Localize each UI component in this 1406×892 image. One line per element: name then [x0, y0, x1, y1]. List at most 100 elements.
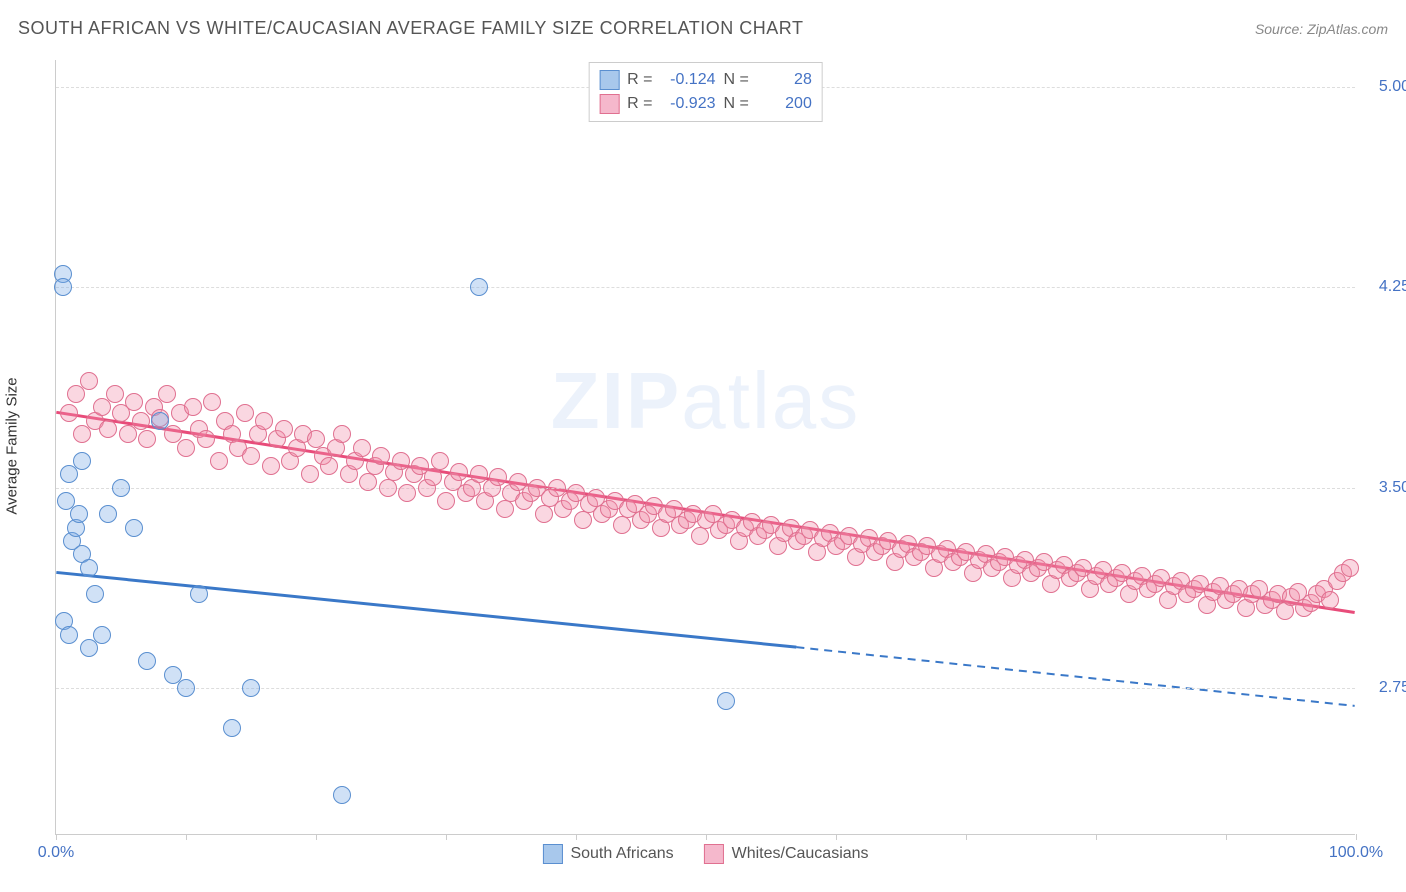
y-tick-label: 3.50 [1360, 479, 1406, 497]
legend-swatch-wc-icon [704, 844, 724, 864]
data-point-south_africans [60, 626, 78, 644]
data-point-whites_caucasians [535, 505, 553, 523]
x-tick-label: 0.0% [38, 844, 74, 862]
legend-item-wc: Whites/Caucasians [704, 844, 869, 864]
data-point-whites_caucasians [301, 465, 319, 483]
data-point-whites_caucasians [691, 527, 709, 545]
trend-line-south_africans [56, 572, 796, 647]
legend-item-sa: South Africans [542, 844, 673, 864]
legend-correlation: R = -0.124 N = 28 R = -0.923 N = 200 [588, 62, 823, 122]
data-point-whites_caucasians [1341, 559, 1359, 577]
data-point-south_africans [125, 519, 143, 537]
data-point-whites_caucasians [431, 452, 449, 470]
r-value-wc: -0.923 [661, 95, 716, 113]
data-point-whites_caucasians [424, 468, 442, 486]
data-point-whites_caucasians [242, 447, 260, 465]
data-point-south_africans [470, 278, 488, 296]
data-point-south_africans [190, 585, 208, 603]
legend-row-wc: R = -0.923 N = 200 [599, 92, 812, 116]
data-point-whites_caucasians [67, 385, 85, 403]
n-label: N = [724, 71, 749, 89]
data-point-whites_caucasians [437, 492, 455, 510]
legend-swatch-wc [599, 94, 619, 114]
data-point-whites_caucasians [489, 468, 507, 486]
data-point-whites_caucasians [60, 404, 78, 422]
data-point-whites_caucasians [99, 420, 117, 438]
data-point-whites_caucasians [574, 511, 592, 529]
y-axis-label: Average Family Size [4, 377, 21, 514]
data-point-south_africans [717, 692, 735, 710]
x-tick-label: 100.0% [1329, 844, 1383, 862]
data-point-whites_caucasians [275, 420, 293, 438]
x-tick [966, 834, 967, 840]
data-point-south_africans [86, 585, 104, 603]
data-point-whites_caucasians [379, 479, 397, 497]
data-point-whites_caucasians [73, 425, 91, 443]
x-tick [446, 834, 447, 840]
n-value-wc: 200 [757, 95, 812, 113]
legend-swatch-sa-icon [542, 844, 562, 864]
data-point-whites_caucasians [372, 447, 390, 465]
r-label: R = [627, 71, 652, 89]
data-point-south_africans [151, 412, 169, 430]
data-point-south_africans [177, 679, 195, 697]
n-value-sa: 28 [757, 71, 812, 89]
data-point-south_africans [138, 652, 156, 670]
trend-line-dashed-south_africans [796, 647, 1354, 706]
data-point-south_africans [112, 479, 130, 497]
data-point-whites_caucasians [80, 372, 98, 390]
data-point-south_africans [333, 786, 351, 804]
data-point-south_africans [54, 278, 72, 296]
data-point-whites_caucasians [132, 412, 150, 430]
data-point-whites_caucasians [197, 430, 215, 448]
x-tick [836, 834, 837, 840]
data-point-whites_caucasians [496, 500, 514, 518]
data-point-whites_caucasians [158, 385, 176, 403]
data-point-whites_caucasians [255, 412, 273, 430]
x-tick [1096, 834, 1097, 840]
x-tick [56, 834, 57, 840]
data-point-whites_caucasians [1321, 591, 1339, 609]
data-point-whites_caucasians [210, 452, 228, 470]
data-point-south_africans [242, 679, 260, 697]
x-tick [186, 834, 187, 840]
legend-series: South Africans Whites/Caucasians [542, 844, 868, 864]
x-tick [1356, 834, 1357, 840]
gridline [56, 488, 1355, 489]
n-label: N = [724, 95, 749, 113]
data-point-south_africans [223, 719, 241, 737]
data-point-south_africans [80, 639, 98, 657]
legend-row-sa: R = -0.124 N = 28 [599, 68, 812, 92]
x-tick [1226, 834, 1227, 840]
data-point-whites_caucasians [450, 463, 468, 481]
scatter-chart: ZIPatlas R = -0.124 N = 28 R = -0.923 N … [55, 60, 1355, 835]
data-point-whites_caucasians [262, 457, 280, 475]
r-label: R = [627, 95, 652, 113]
source-prefix: Source: [1255, 21, 1307, 37]
gridline [56, 287, 1355, 288]
data-point-south_africans [73, 452, 91, 470]
data-point-whites_caucasians [125, 393, 143, 411]
watermark: ZIPatlas [551, 355, 860, 447]
chart-header: SOUTH AFRICAN VS WHITE/CAUCASIAN AVERAGE… [18, 18, 1388, 39]
chart-title: SOUTH AFRICAN VS WHITE/CAUCASIAN AVERAGE… [18, 18, 803, 39]
data-point-whites_caucasians [353, 439, 371, 457]
x-tick [316, 834, 317, 840]
x-tick [706, 834, 707, 840]
data-point-whites_caucasians [398, 484, 416, 502]
data-point-south_africans [70, 505, 88, 523]
data-point-south_africans [93, 626, 111, 644]
legend-label-sa: South Africans [570, 845, 673, 863]
y-tick-label: 2.75 [1360, 679, 1406, 697]
data-point-whites_caucasians [333, 425, 351, 443]
data-point-whites_caucasians [93, 398, 111, 416]
data-point-south_africans [99, 505, 117, 523]
y-tick-label: 4.25 [1360, 278, 1406, 296]
x-tick [576, 834, 577, 840]
legend-label-wc: Whites/Caucasians [732, 845, 869, 863]
legend-swatch-sa [599, 70, 619, 90]
data-point-whites_caucasians [119, 425, 137, 443]
data-point-whites_caucasians [359, 473, 377, 491]
source-name: ZipAtlas.com [1307, 21, 1388, 37]
y-tick-label: 5.00 [1360, 78, 1406, 96]
